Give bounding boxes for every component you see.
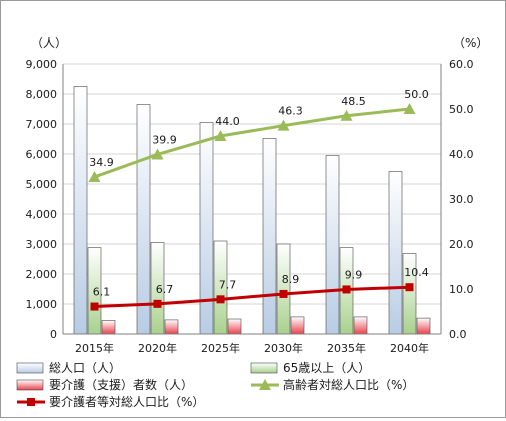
bar (416, 317, 431, 335)
x-axis-tick-label: 2015年 (75, 341, 114, 355)
right-axis-tick-label: 20.0 (449, 238, 474, 251)
left-axis-tick-label: 4,000 (26, 208, 58, 221)
data-labels: 34.9 39.9 44.0 46.3 48.5 50.0 6.1 6.7 7.7 8.9 9.9 1… (89, 88, 429, 299)
legend-label: 要介護（支援）者数（人） (49, 377, 193, 392)
bar (199, 122, 214, 335)
line-point (277, 119, 290, 131)
data-label: 6.7 (156, 283, 174, 296)
data-label: 39.9 (152, 133, 177, 146)
bar (262, 138, 277, 335)
line-point (151, 148, 164, 160)
bar (227, 318, 242, 335)
line-point (340, 109, 353, 121)
legend-label: 総人口（人） (49, 361, 121, 375)
data-label: 46.3 (278, 105, 303, 118)
bar (276, 243, 291, 335)
bar (164, 319, 179, 335)
line-point (214, 130, 227, 141)
bar (325, 155, 340, 335)
line-point (279, 289, 288, 298)
line-point (90, 302, 99, 311)
right-axis-tick-label: 30.0 (449, 193, 474, 206)
line-point (88, 170, 101, 182)
legend: 総人口（人） 65歳以上（人） 要介護（支援）者数（人） 高齢者対総人口比（%） 要介護… (16, 361, 414, 409)
data-label: 50.0 (404, 88, 429, 101)
legend-swatch (16, 379, 44, 391)
left-axis-tick-label: 7,000 (26, 118, 58, 131)
x-axis-tick-label: 2030年 (264, 341, 303, 355)
x-axis-tick-label: 2025年 (201, 341, 240, 355)
x-axis-tick-label: 2020年 (138, 341, 177, 355)
axes: 0 1,000 2,000 3,000 4,000 5,000 6,000 7,000 8,00… (26, 58, 474, 355)
left-axis-tick-label: 6,000 (26, 148, 58, 161)
left-axis-tick-label: 8,000 (26, 88, 58, 101)
bar (290, 316, 305, 335)
data-label: 34.9 (89, 156, 114, 169)
left-axis-tick-label: 5,000 (26, 178, 58, 191)
bar (388, 171, 403, 335)
legend-label: 65歳以上（人） (283, 361, 370, 375)
left-axis-tick-label: 9,000 (26, 58, 58, 71)
bar (73, 86, 88, 335)
legend-swatch (16, 362, 44, 374)
gridlines (63, 63, 441, 305)
legend-swatch (250, 362, 278, 374)
left-axis-tick-label: 2,000 (26, 268, 58, 281)
legend-marker (27, 398, 35, 406)
line-point (403, 103, 416, 114)
right-axis-tick-label: 60.0 (449, 58, 474, 71)
series-line (93, 107, 410, 179)
right-axis-tick-label: 10.0 (449, 283, 474, 296)
line-point (405, 283, 414, 292)
legend-label: 要介護者等対総人口比（%） (49, 394, 204, 409)
data-label: 44.0 (215, 115, 240, 128)
line-point (342, 285, 351, 294)
data-label: 8.9 (282, 273, 300, 286)
x-axis-tick-label: 2035年 (327, 341, 366, 355)
right-axis-unit-label: （%） (453, 36, 488, 50)
data-label: 6.1 (93, 286, 111, 299)
left-axis-tick-label: 0 (50, 328, 57, 341)
line-point (216, 295, 225, 304)
right-axis-tick-label: 0.0 (449, 328, 467, 341)
legend-label: 高齢者対総人口比（%） (283, 377, 414, 392)
right-axis-tick-label: 50.0 (449, 103, 474, 116)
left-axis-tick-label: 1,000 (26, 298, 58, 311)
line-point (153, 299, 162, 308)
data-label: 10.4 (404, 266, 429, 279)
data-label: 48.5 (341, 95, 366, 108)
left-axis-tick-label: 3,000 (26, 238, 58, 251)
data-label: 9.9 (345, 268, 363, 281)
bar (101, 320, 116, 335)
legend-marker (259, 379, 271, 390)
bar (136, 104, 151, 335)
series-line (94, 285, 410, 309)
data-label: 7.7 (219, 278, 237, 291)
bar (353, 316, 368, 335)
right-axis-tick-label: 40.0 (449, 148, 474, 161)
x-axis-tick-label: 2040年 (390, 341, 429, 355)
left-axis-unit-label: （人） (31, 36, 67, 50)
line-series-group (88, 103, 416, 311)
